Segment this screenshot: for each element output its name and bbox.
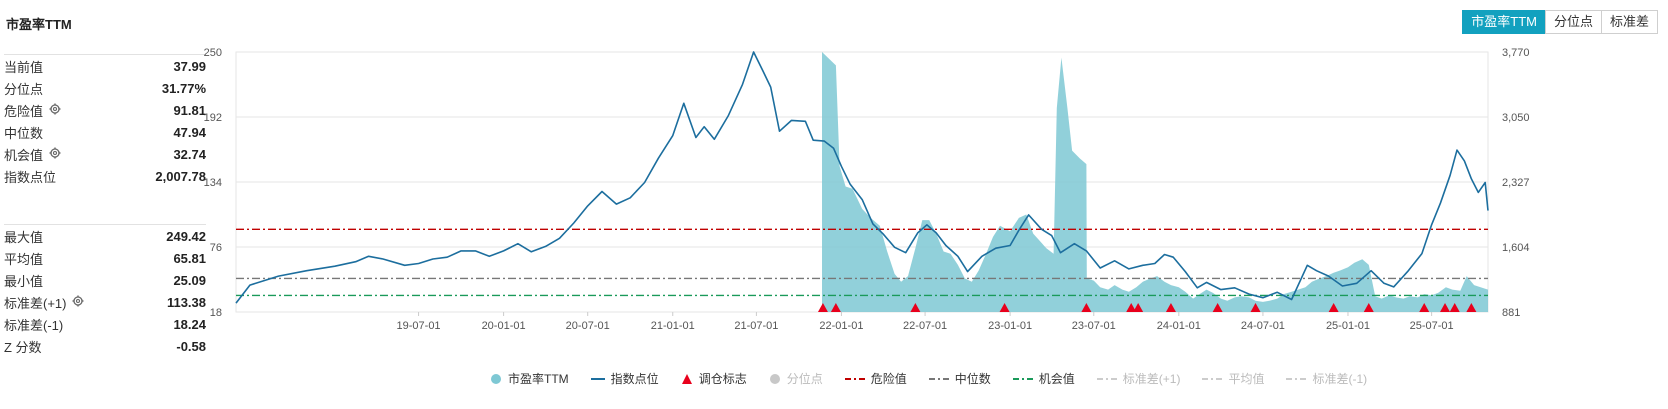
stat-value: 2,007.78: [155, 168, 206, 184]
tab-std-dev[interactable]: 标准差: [1600, 10, 1658, 34]
legend-item[interactable]: 市盈率TTM: [490, 370, 569, 387]
gear-icon[interactable]: [43, 147, 61, 162]
rebalance-marker: [910, 303, 921, 312]
stat-label: 标准差(+1): [4, 293, 84, 312]
x-tick-label: 24-01-01: [1157, 320, 1201, 332]
y-right-tick-label: 2,327: [1502, 177, 1530, 189]
stat-value: 47.94: [173, 124, 206, 140]
rebalance-marker: [1440, 303, 1451, 312]
rebalance-marker: [1126, 303, 1137, 312]
rebalance-marker: [999, 303, 1010, 312]
view-tabs: 市盈率TTM 分位点 标准差: [1462, 10, 1658, 34]
x-tick-label: 20-01-01: [482, 320, 526, 332]
stat-label: Z 分数: [4, 339, 42, 355]
page-title: 市盈率TTM: [6, 17, 72, 32]
stat-label: 指数点位: [4, 169, 57, 185]
stat-label: 标准差(-1): [4, 317, 64, 333]
x-tick-label: 24-07-01: [1241, 320, 1285, 332]
x-tick-label: 25-07-01: [1410, 320, 1454, 332]
x-tick-label: 21-01-01: [651, 320, 695, 332]
y-left-tick-label: 18: [210, 307, 222, 319]
stat-row: 标准差(+1) 113.38: [4, 291, 206, 313]
x-tick-label: 23-01-01: [988, 320, 1032, 332]
y-left-tick-label: 134: [204, 177, 222, 189]
stat-row: 机会值 32.74: [4, 143, 206, 165]
x-tick-label: 23-07-01: [1072, 320, 1116, 332]
x-tick-label: 25-01-01: [1326, 320, 1370, 332]
stat-row: 分位点 31.77%: [4, 77, 206, 99]
stat-value: 113.38: [166, 294, 206, 310]
legend-item[interactable]: 中位数: [928, 372, 991, 386]
legend-item[interactable]: 危险值: [844, 372, 907, 386]
chart-legend: 市盈率TTM 指数点位 调仓标志 分位点 危险值 中位数 机会值 标准差(+1) 平均值 标准差(…: [490, 370, 1389, 387]
rebalance-marker: [830, 303, 841, 312]
legend-item[interactable]: 调仓标志: [681, 370, 747, 387]
y-left-tick-label: 76: [210, 242, 222, 254]
legend-item[interactable]: 平均值: [1202, 372, 1265, 386]
stat-row: Z 分数 -0.58: [4, 335, 206, 357]
stat-row: 平均值 65.81: [4, 247, 206, 269]
stat-label: 分位点: [4, 81, 44, 97]
x-tick-label: 22-01-01: [819, 320, 863, 332]
stat-row: 危险值 91.81: [4, 99, 206, 121]
rebalance-marker: [1363, 303, 1374, 312]
stat-label: 平均值: [4, 251, 44, 267]
rebalance-marker: [1328, 303, 1339, 312]
rebalance-marker: [1250, 303, 1261, 312]
stat-row: 指数点位 2,007.78: [4, 165, 206, 187]
gear-icon[interactable]: [66, 295, 84, 310]
legend-item[interactable]: 分位点: [769, 370, 823, 387]
x-tick-label: 22-07-01: [903, 320, 947, 332]
stat-row: 标准差(-1) 18.24: [4, 313, 206, 335]
stat-label: 最小值: [4, 273, 44, 289]
y-right-tick-label: 881: [1502, 307, 1520, 319]
gear-icon[interactable]: [43, 103, 61, 118]
y-right-tick-label: 3,770: [1502, 47, 1530, 59]
stats-panel-top: 当前值 37.99 分位点 31.77% 危险值 91.81 中位数 47.94 机会值 32.7…: [4, 54, 206, 187]
rebalance-marker: [817, 303, 828, 312]
stat-value: 91.81: [173, 102, 206, 118]
stats-panel-bottom: 最大值 249.42 平均值 65.81 最小值 25.09 标准差(+1) 113.38 标准…: [4, 224, 206, 357]
stat-value: 25.09: [173, 272, 206, 288]
rebalance-marker: [1165, 303, 1176, 312]
stat-row: 最小值 25.09: [4, 269, 206, 291]
rebalance-marker: [1212, 303, 1223, 312]
legend-item[interactable]: 指数点位: [590, 372, 659, 386]
rebalance-marker: [1133, 303, 1144, 312]
y-left-tick-label: 192: [204, 112, 222, 124]
y-left-tick-label: 250: [204, 47, 222, 59]
stat-value: 65.81: [173, 250, 206, 266]
rebalance-marker: [1419, 303, 1430, 312]
stat-label: 机会值: [4, 145, 61, 164]
y-right-tick-label: 1,604: [1502, 242, 1530, 254]
stat-row: 当前值 37.99: [4, 55, 206, 77]
legend-item[interactable]: 机会值: [1012, 372, 1075, 386]
pe-ttm-area: [822, 52, 1488, 312]
x-tick-label: 21-07-01: [734, 320, 778, 332]
index-line: [235, 51, 1489, 304]
x-tick-label: 20-07-01: [566, 320, 610, 332]
legend-item[interactable]: 标准差(+1): [1096, 372, 1181, 386]
stat-label: 当前值: [4, 59, 44, 75]
stat-value: 37.99: [173, 58, 206, 74]
stat-value: -0.58: [176, 338, 206, 354]
rebalance-marker: [1466, 303, 1477, 312]
stat-value: 32.74: [173, 146, 206, 162]
stat-value: 249.42: [166, 228, 206, 244]
stat-row: 中位数 47.94: [4, 121, 206, 143]
stat-label: 最大值: [4, 229, 44, 245]
stat-label: 危险值: [4, 101, 61, 120]
rebalance-marker: [1449, 303, 1460, 312]
stat-row: 最大值 249.42: [4, 225, 206, 247]
stat-value: 31.77%: [161, 80, 206, 96]
x-tick-label: 19-07-01: [397, 320, 441, 332]
stat-value: 18.24: [173, 316, 206, 332]
y-right-tick-label: 3,050: [1502, 112, 1530, 124]
legend-item[interactable]: 标准差(-1): [1286, 372, 1368, 386]
rebalance-marker: [1081, 303, 1092, 312]
stat-label: 中位数: [4, 125, 44, 141]
